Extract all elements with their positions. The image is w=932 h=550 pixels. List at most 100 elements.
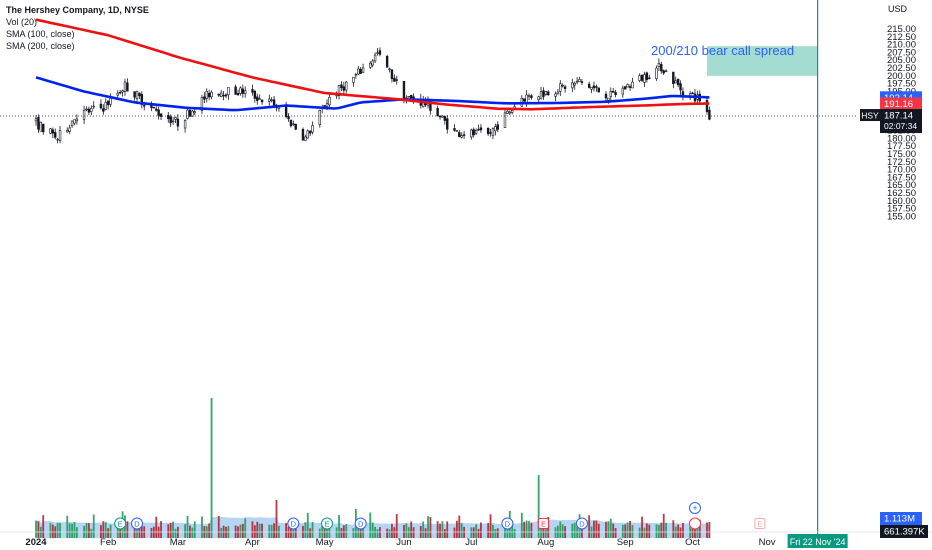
candle-up [123, 81, 127, 92]
candle-down [126, 82, 129, 92]
volume-bar [525, 520, 528, 538]
time-axis[interactable]: 2024 Feb Mar Apr May Jun Jul Aug Sep Oct Nov Fri 22… [0, 531, 932, 548]
candle-down [207, 92, 211, 98]
candle [595, 84, 598, 92]
candle [580, 79, 584, 86]
candle [251, 84, 254, 96]
candle [118, 90, 122, 95]
volume-bar [554, 527, 557, 538]
candle [443, 115, 447, 125]
candle [311, 121, 314, 135]
candle [371, 59, 374, 68]
candle [294, 123, 297, 131]
volume-bar [104, 522, 107, 538]
volume-bar [559, 521, 562, 538]
volume-bar [116, 521, 119, 538]
candle [662, 69, 665, 75]
volume-bar [470, 527, 473, 538]
candle-down [152, 106, 156, 109]
candle [253, 89, 257, 103]
candle-down [542, 90, 545, 97]
candle [236, 89, 240, 96]
candle-up [573, 82, 576, 86]
candle-up [270, 99, 273, 101]
candle-down [523, 98, 526, 102]
event-marker-d: D [575, 517, 588, 530]
price-tick-label: 165.00 [887, 180, 916, 191]
volume-bar [371, 522, 374, 538]
candle [66, 127, 69, 133]
candle-up [311, 125, 314, 133]
candle-down [580, 81, 584, 83]
candle-up [352, 76, 355, 83]
price-tick-label: 172.50 [887, 157, 916, 168]
price-axis[interactable]: 215.00212.50210.00207.50205.00202.50200.… [858, 0, 932, 550]
volume-bar [66, 515, 69, 538]
dividend-icon [354, 517, 367, 530]
candle [455, 130, 459, 132]
volume-bar [306, 512, 309, 538]
price-tick-label: 160.00 [887, 196, 916, 207]
earnings-icon [114, 517, 127, 530]
candle-up [318, 110, 321, 125]
candle [222, 91, 225, 101]
price-labels: 193.14191.16HSY187.1402:07:341.113M661.3… [860, 91, 928, 538]
volume-bar [100, 525, 102, 538]
candle [503, 108, 507, 128]
symbol-title[interactable]: The Hershey Company, 1D, NYSE [6, 5, 149, 15]
candle-up [174, 117, 177, 120]
trade-zone-layer [706, 0, 819, 538]
candle-down [260, 99, 264, 103]
volume-bar [268, 524, 271, 538]
volume-bar [88, 523, 90, 538]
event-letter: E [757, 520, 762, 529]
candle [559, 80, 562, 96]
volume-bar [677, 524, 680, 538]
candle [176, 114, 180, 131]
volume-bar [691, 527, 694, 538]
candle-up [193, 111, 196, 114]
candle-down [159, 113, 163, 117]
candle [477, 124, 480, 131]
volume-bar [273, 523, 275, 538]
candle [520, 95, 524, 107]
indicator-sma-200[interactable]: SMA (200, close) [6, 41, 75, 51]
sma-200-line [35, 18, 710, 111]
candle-up [75, 118, 79, 122]
trade-annotation[interactable]: 200/210 bear call spread [651, 43, 795, 58]
volume-bar [172, 521, 174, 538]
indicator-sma-100[interactable]: SMA (100, close) [6, 29, 75, 39]
currency-label[interactable]: USD [888, 4, 908, 14]
candle-up [219, 92, 223, 97]
candle-up [90, 108, 93, 112]
candle-up [337, 84, 341, 97]
price-tick-label: 212.50 [887, 32, 916, 43]
candle [547, 90, 550, 96]
candle-up [183, 120, 187, 129]
candle-up [539, 91, 543, 100]
volume-bar [494, 528, 497, 538]
indicator-vol[interactable]: Vol (20) [6, 17, 38, 27]
candle [657, 58, 661, 72]
time-tick-label: Feb [100, 537, 116, 548]
time-tick-label: Nov [759, 537, 776, 548]
candle [207, 89, 211, 101]
candle-up [345, 81, 348, 91]
price-tick-label: 170.00 [887, 165, 916, 176]
event-letter: D [505, 520, 511, 529]
candle [159, 113, 163, 121]
volume-bar [487, 523, 490, 538]
event-marker-e: E [537, 518, 549, 529]
candle [210, 90, 213, 100]
candle [587, 81, 591, 89]
event-marker-e: E [754, 518, 766, 529]
event-marker-d: D [354, 517, 367, 530]
candle-down [496, 124, 499, 130]
volume-bar [193, 521, 196, 538]
volume-bar [357, 521, 360, 538]
candle-down [51, 129, 55, 134]
sma-price-badge [880, 97, 922, 111]
candle [604, 91, 608, 102]
candle-up [506, 110, 509, 114]
